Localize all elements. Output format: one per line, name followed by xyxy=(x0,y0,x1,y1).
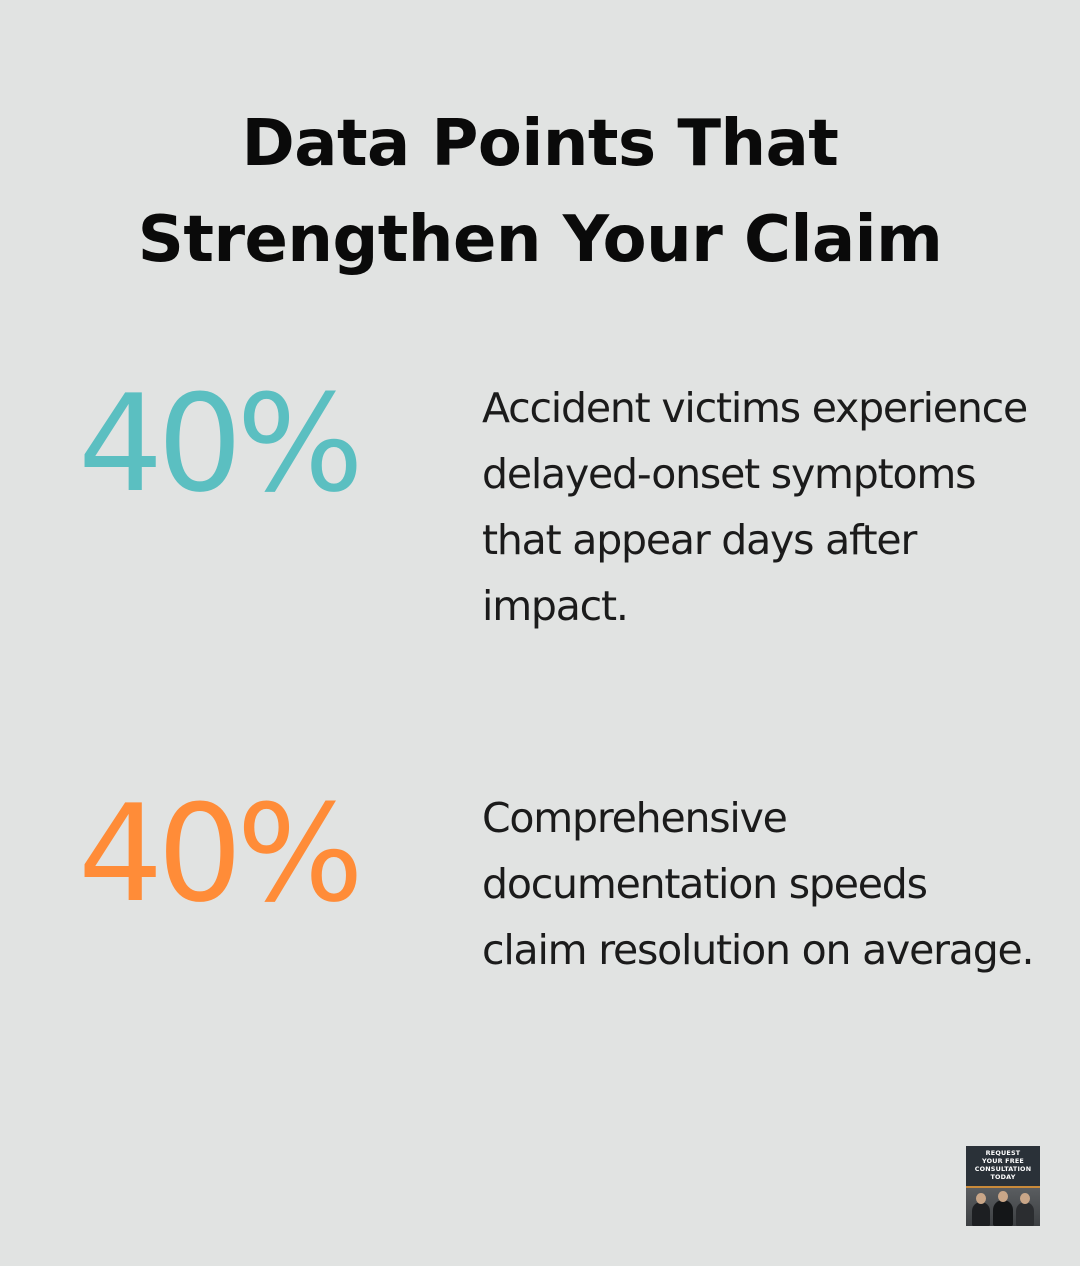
stat-value: 40% xyxy=(78,366,364,522)
page-title: Data Points That Strengthen Your Claim xyxy=(0,96,1080,288)
person-figure xyxy=(972,1193,990,1226)
cta-line-4: TODAY xyxy=(990,1173,1016,1181)
person-figure xyxy=(993,1191,1013,1226)
title-line-2: Strengthen Your Claim xyxy=(137,203,943,277)
cta-line-3: CONSULTATION xyxy=(974,1165,1032,1173)
person-figure xyxy=(1016,1193,1034,1226)
cta-line-2: YOUR FREE xyxy=(982,1157,1024,1165)
consultation-cta-badge[interactable]: REQUEST YOUR FREE CONSULTATION TODAY xyxy=(966,1146,1040,1226)
cta-accent-divider xyxy=(966,1186,1040,1188)
team-photo xyxy=(966,1188,1040,1226)
cta-label: REQUEST YOUR FREE CONSULTATION TODAY xyxy=(966,1149,1040,1181)
stat-description: Accident victims experience delayed-onse… xyxy=(482,384,1028,630)
title-line-1: Data Points That xyxy=(241,107,839,181)
stat-block-2: 40% Comprehensive documentation speeds c… xyxy=(0,779,1080,1145)
stat-value: 40% xyxy=(78,776,364,932)
stat-block-1: 40% Accident victims experience delayed-… xyxy=(0,369,1080,735)
stat-description: Comprehensive documentation speeds claim… xyxy=(482,794,1035,974)
cta-line-1: REQUEST xyxy=(985,1149,1021,1157)
